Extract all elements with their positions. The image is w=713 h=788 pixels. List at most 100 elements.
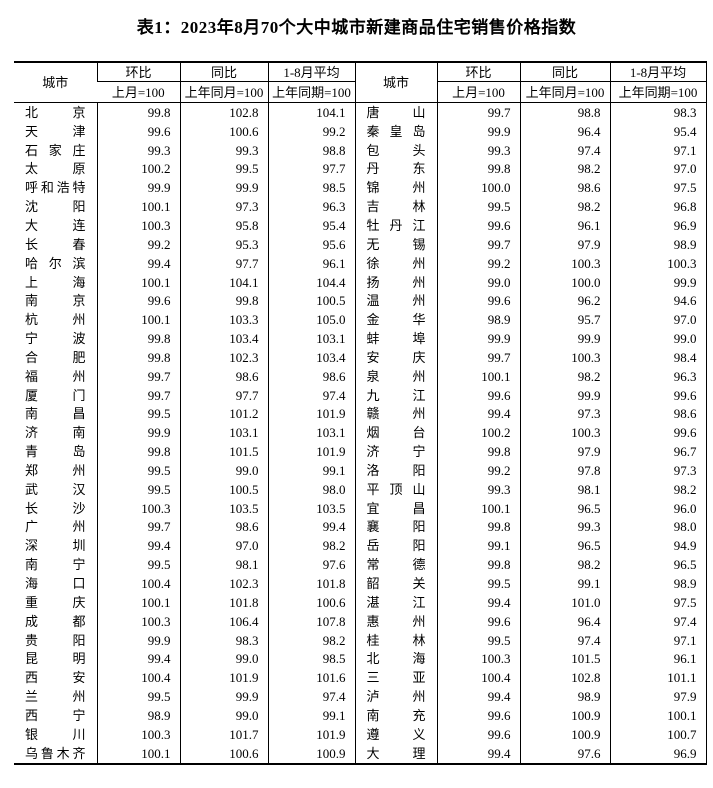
header-yoy-base-right: 上年同月=100	[519, 81, 610, 103]
avg-cell-right: 97.5	[609, 178, 706, 198]
city-cell-right: 惠州	[354, 611, 437, 631]
mom-cell-left: 100.1	[96, 310, 180, 330]
city-cell-left: 青岛	[25, 444, 86, 460]
mom-cell-right: 99.6	[436, 385, 520, 405]
yoy-cell-right: 97.4	[519, 630, 610, 650]
avg-cell-left: 104.1	[267, 102, 355, 122]
mom-cell-right: 99.6	[436, 291, 520, 311]
table-row: 福州 99.7 98.6 98.6 泉州 100.1 98.2 96.3	[14, 366, 706, 386]
mom-cell-left: 99.9	[96, 423, 180, 443]
yoy-cell-right: 102.8	[519, 668, 610, 688]
mom-cell-left: 99.5	[96, 479, 180, 499]
city-cell-left: 银川	[25, 726, 86, 742]
avg-cell-right: 99.6	[609, 385, 706, 405]
city-cell-right: 泉州	[354, 366, 437, 386]
avg-cell-left: 107.8	[267, 611, 355, 631]
city-cell-left: 南京	[25, 293, 86, 309]
yoy-cell-right: 100.9	[519, 724, 610, 744]
header-mom-base-right: 上月=100	[436, 81, 520, 103]
avg-cell-left: 98.6	[267, 366, 355, 386]
yoy-cell-right: 96.4	[519, 121, 610, 141]
mom-cell-right: 99.7	[436, 102, 520, 122]
yoy-cell-left: 97.7	[179, 253, 268, 273]
table-row: 南京 99.6 99.8 100.5 温州 99.6 96.2 94.6	[14, 291, 706, 311]
mom-cell-left: 99.5	[96, 461, 180, 480]
city-cell-right: 金华	[354, 310, 437, 330]
avg-cell-right: 96.8	[609, 197, 706, 217]
city-cell-left: 成都	[25, 613, 86, 629]
avg-cell-left: 103.4	[267, 347, 355, 367]
mom-cell-left: 99.6	[96, 121, 180, 141]
yoy-cell-left: 99.0	[179, 649, 268, 669]
mom-cell-right: 99.6	[436, 611, 520, 631]
table-row: 海口 100.4 102.3 101.8 韶关 99.5 99.1 98.9	[14, 574, 706, 593]
avg-cell-left: 98.2	[267, 536, 355, 556]
table-row: 上海 100.1 104.1 104.4 扬州 99.0 100.0 99.9	[14, 272, 706, 292]
mom-cell-right: 99.8	[436, 517, 520, 537]
yoy-cell-right: 100.3	[519, 253, 610, 273]
city-cell-right: 襄阳	[354, 517, 437, 537]
mom-cell-right: 99.6	[436, 724, 520, 744]
mom-cell-left: 99.5	[96, 687, 180, 706]
table-row: 重庆 100.1 101.8 100.6 湛江 99.4 101.0 97.5	[14, 592, 706, 612]
yoy-cell-right: 101.0	[519, 592, 610, 612]
avg-cell-right: 98.4	[609, 347, 706, 367]
mom-cell-left: 99.4	[96, 253, 180, 273]
mom-cell-right: 99.6	[436, 216, 520, 235]
yoy-cell-left: 99.0	[179, 706, 268, 725]
city-cell-left: 长春	[25, 236, 86, 252]
yoy-cell-right: 98.2	[519, 555, 610, 575]
table-row: 兰州 99.5 99.9 97.4 泸州 99.4 98.9 97.9	[14, 687, 706, 706]
city-cell-right: 蚌埠	[354, 329, 437, 348]
yoy-cell-left: 99.0	[179, 461, 268, 480]
mom-cell-right: 99.7	[436, 234, 520, 254]
city-cell-left: 济南	[25, 425, 86, 441]
city-cell-left: 上海	[25, 274, 86, 290]
mom-cell-left: 100.3	[96, 216, 180, 235]
city-cell-right: 韶关	[354, 574, 437, 593]
table-row: 呼和浩特 99.9 99.9 98.5 锦州 100.0 98.6 97.5	[14, 178, 706, 198]
city-cell-left: 大连	[25, 217, 86, 233]
mom-cell-left: 100.1	[96, 272, 180, 292]
city-cell-right: 岳阳	[354, 536, 437, 556]
city-cell-left: 长沙	[25, 500, 86, 516]
table-row: 青岛 99.8 101.5 101.9 济宁 99.8 97.9 96.7	[14, 442, 706, 462]
avg-cell-left: 100.9	[267, 743, 355, 764]
city-cell-left: 海口	[25, 576, 86, 592]
avg-cell-left: 97.6	[267, 555, 355, 575]
city-cell-left: 贵阳	[25, 632, 86, 648]
header-city-right: 城市	[354, 62, 437, 103]
yoy-cell-left: 102.3	[179, 574, 268, 593]
header-avg-base-left: 上年同期=100	[267, 81, 355, 103]
table-row: 大连 100.3 95.8 95.4 牡丹江 99.6 96.1 96.9	[14, 216, 706, 235]
yoy-cell-right: 98.2	[519, 366, 610, 386]
mom-cell-left: 99.9	[96, 178, 180, 198]
avg-cell-left: 101.9	[267, 404, 355, 424]
avg-cell-left: 95.6	[267, 234, 355, 254]
avg-cell-left: 101.9	[267, 724, 355, 744]
yoy-cell-left: 101.5	[179, 442, 268, 462]
avg-cell-left: 99.2	[267, 121, 355, 141]
avg-cell-left: 98.0	[267, 479, 355, 499]
avg-cell-left: 100.5	[267, 291, 355, 311]
avg-cell-left: 103.1	[267, 423, 355, 443]
avg-cell-left: 99.1	[267, 706, 355, 725]
avg-cell-left: 105.0	[267, 310, 355, 330]
yoy-cell-right: 100.0	[519, 272, 610, 292]
avg-cell-right: 94.6	[609, 291, 706, 311]
city-cell-right: 大理	[354, 743, 437, 764]
city-cell-right: 唐山	[354, 102, 437, 122]
mom-cell-right: 99.1	[436, 536, 520, 556]
yoy-cell-right: 98.2	[519, 159, 610, 179]
yoy-cell-left: 95.3	[179, 234, 268, 254]
yoy-cell-left: 103.4	[179, 329, 268, 348]
avg-cell-left: 98.5	[267, 649, 355, 669]
city-cell-left: 石家庄	[25, 142, 86, 158]
avg-cell-left: 99.4	[267, 517, 355, 537]
city-cell-left: 郑州	[25, 462, 86, 478]
avg-cell-left: 99.1	[267, 461, 355, 480]
table-row: 昆明 99.4 99.0 98.5 北海 100.3 101.5 96.1	[14, 649, 706, 669]
avg-cell-right: 96.0	[609, 498, 706, 518]
yoy-cell-right: 99.3	[519, 517, 610, 537]
city-cell-right: 赣州	[354, 404, 437, 424]
